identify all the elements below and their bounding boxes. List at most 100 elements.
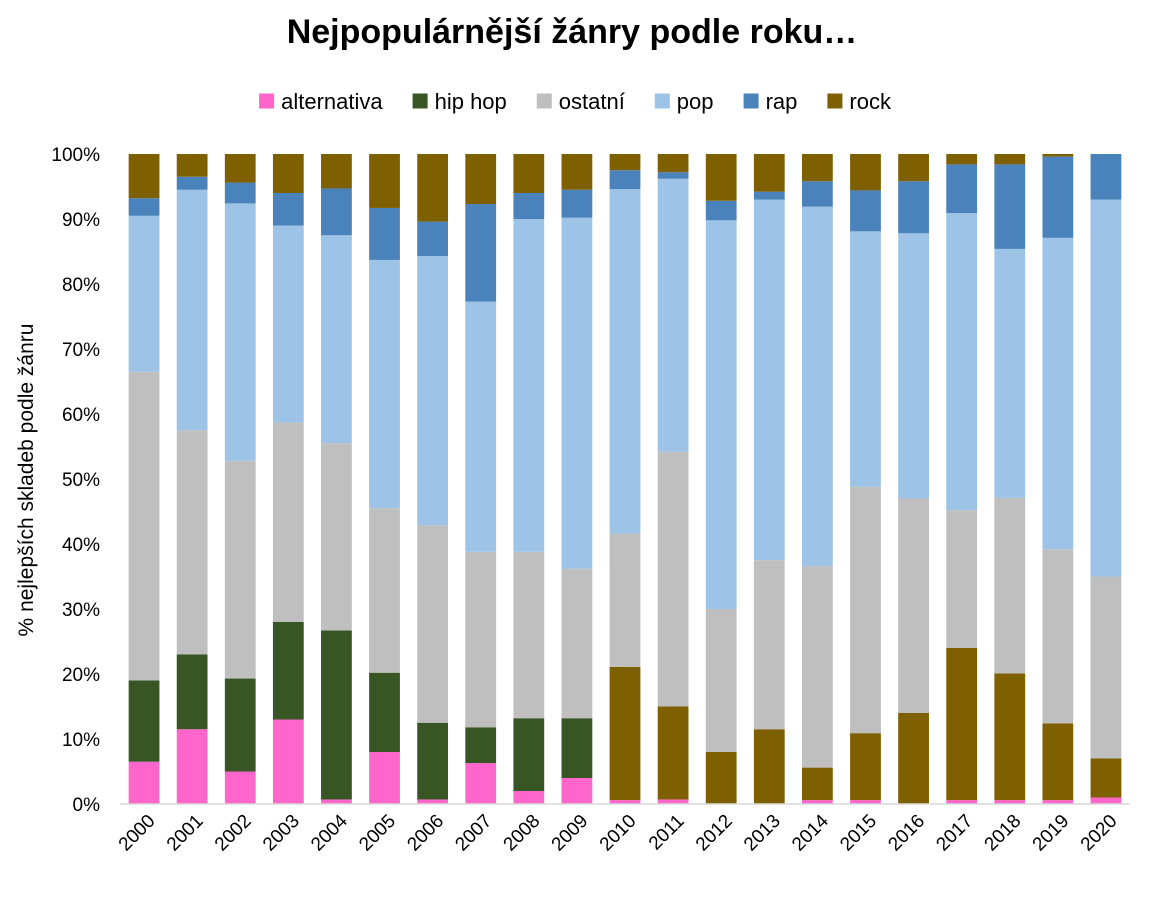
bar-segment-rap-2018 bbox=[994, 164, 1026, 249]
bar-segment-rock-2013 bbox=[753, 154, 785, 192]
x-tick-label: 2008 bbox=[500, 811, 545, 856]
bar-segment-rock-2017 bbox=[946, 154, 978, 165]
bar-segment-rock-2014 bbox=[801, 767, 833, 801]
bar-segment-pop-2014 bbox=[801, 206, 833, 567]
y-tick-label: 60% bbox=[62, 405, 100, 426]
legend-swatch bbox=[536, 93, 552, 109]
bar-segment-rock-2008 bbox=[513, 154, 545, 193]
bar-segment-pop-2013 bbox=[753, 199, 785, 561]
x-tick-label: 2003 bbox=[259, 811, 304, 856]
bar-segment-rock-2015 bbox=[850, 733, 881, 801]
legend-swatch bbox=[743, 93, 759, 109]
bar-segment-hip-hop-2005 bbox=[369, 672, 400, 752]
bar-segment-alternativa-2000 bbox=[128, 761, 160, 804]
bar-segment-alternativa-2005 bbox=[369, 752, 400, 804]
bar-segment-rock-2005 bbox=[369, 154, 400, 208]
bar-segment-ostatní-2000 bbox=[128, 371, 160, 681]
bar-segment-hip-hop-2001 bbox=[176, 654, 208, 730]
bar-segment-ostatní-2005 bbox=[369, 508, 400, 673]
bar-segment-rap-2005 bbox=[369, 207, 400, 260]
bar-segment-rap-2013 bbox=[753, 191, 785, 200]
x-tick-label: 2015 bbox=[836, 811, 881, 856]
bar-segment-alternativa-2015 bbox=[850, 800, 881, 804]
bar-segment-pop-2018 bbox=[994, 248, 1026, 498]
bar-segment-rock-2000 bbox=[128, 154, 160, 199]
legend-swatch bbox=[654, 93, 670, 109]
bar-segment-alternativa-2017 bbox=[946, 800, 978, 804]
x-tick-label: 2016 bbox=[884, 811, 929, 856]
legend-label: hip hop bbox=[435, 89, 507, 114]
bar-segment-alternativa-2002 bbox=[224, 771, 256, 804]
bar-segment-rock-2006 bbox=[417, 154, 449, 222]
bar-segment-hip-hop-2004 bbox=[321, 630, 352, 800]
bar-segment-rock-2001 bbox=[176, 154, 208, 177]
bar-segment-ostatní-2010 bbox=[609, 533, 641, 667]
legend-item: ostatní bbox=[536, 89, 625, 114]
x-tick-label: 2006 bbox=[403, 811, 448, 856]
bar-segment-rock-2019 bbox=[1042, 154, 1074, 157]
bar-segment-alternativa-2011 bbox=[657, 799, 689, 804]
bar-segment-pop-2010 bbox=[609, 189, 641, 534]
bar-segment-ostatní-2018 bbox=[994, 497, 1026, 674]
bar-segment-rock-2004 bbox=[321, 154, 352, 189]
legend-swatch bbox=[259, 93, 275, 109]
bar-segment-alternativa-2019 bbox=[1042, 800, 1074, 804]
bar-segment-ostatní-2002 bbox=[224, 460, 256, 679]
x-tick-label: 2012 bbox=[692, 811, 737, 856]
bar-segment-alternativa-2007 bbox=[465, 763, 497, 804]
bar-segment-hip-hop-2003 bbox=[272, 622, 304, 720]
legend-item: pop bbox=[654, 89, 714, 114]
bar-segment-ostatní-2012 bbox=[705, 609, 737, 752]
bar-segment-rock-2012 bbox=[705, 752, 737, 804]
bar-segment-alternativa-2010 bbox=[609, 800, 641, 804]
bar-segment-rock-2014 bbox=[801, 154, 833, 182]
bar-segment-pop-2020 bbox=[1090, 199, 1122, 577]
bar-segment-alternativa-2009 bbox=[561, 778, 593, 804]
y-axis-label: % nejlepších skladeb podle žánru bbox=[15, 324, 38, 637]
x-tick-label: 2020 bbox=[1077, 811, 1122, 856]
bar-segment-rock-2016 bbox=[898, 713, 929, 804]
bar-segment-pop-2019 bbox=[1042, 237, 1074, 550]
bar-segment-ostatní-2011 bbox=[657, 451, 689, 707]
bar-segment-rock-2017 bbox=[946, 648, 978, 801]
bar-segment-rock-2011 bbox=[657, 706, 689, 800]
bar-segment-rap-2002 bbox=[224, 182, 256, 204]
bar-segment-ostatní-2001 bbox=[176, 430, 208, 655]
bar-segment-rap-2017 bbox=[946, 164, 978, 214]
chart-title: Nejpopulárnější žánry podle roku… bbox=[287, 13, 858, 51]
bar-segment-hip-hop-2008 bbox=[513, 718, 545, 791]
x-tick-label: 2001 bbox=[163, 811, 208, 856]
bar-segment-rap-2010 bbox=[609, 170, 641, 190]
bar-segment-rock-2015 bbox=[850, 154, 881, 191]
bar-segment-alternativa-2006 bbox=[417, 799, 449, 804]
bar-segment-rap-2015 bbox=[850, 190, 881, 232]
bar-segment-alternativa-2004 bbox=[321, 799, 352, 804]
legend-label: rock bbox=[849, 89, 892, 114]
bar-segment-ostatní-2006 bbox=[417, 525, 449, 723]
bar-segment-rock-2012 bbox=[705, 154, 737, 201]
bar-segment-alternativa-2008 bbox=[513, 791, 545, 804]
bar-segment-ostatní-2016 bbox=[898, 498, 929, 713]
bar-segment-rap-2014 bbox=[801, 181, 833, 207]
bar-segment-rock-2003 bbox=[272, 154, 304, 193]
x-axis-ticks: 2000 2001 2002 2003 2004 2005 2006 2007 2008 2009… bbox=[115, 810, 1122, 855]
bar-segment-rock-2011 bbox=[657, 154, 689, 173]
bar-segment-rap-2001 bbox=[176, 176, 208, 190]
y-tick-label: 0% bbox=[73, 795, 101, 816]
bar-segment-ostatní-2004 bbox=[321, 443, 352, 631]
bar-segment-pop-2011 bbox=[657, 178, 689, 452]
bar-segment-pop-2005 bbox=[369, 259, 400, 509]
bar-segment-pop-2006 bbox=[417, 256, 449, 526]
x-tick-label: 2002 bbox=[211, 811, 256, 856]
bar-segment-pop-2016 bbox=[898, 233, 929, 499]
legend-item: hip hop bbox=[412, 89, 507, 114]
x-tick-label: 2005 bbox=[355, 811, 400, 856]
bar-segment-alternativa-2020 bbox=[1090, 797, 1122, 804]
y-tick-label: 30% bbox=[62, 600, 100, 621]
bar-segment-rap-2000 bbox=[128, 198, 160, 216]
y-tick-label: 80% bbox=[62, 275, 100, 296]
bar-segment-ostatní-2014 bbox=[801, 566, 833, 768]
x-tick-label: 2007 bbox=[451, 811, 496, 856]
y-tick-label: 20% bbox=[62, 665, 100, 686]
